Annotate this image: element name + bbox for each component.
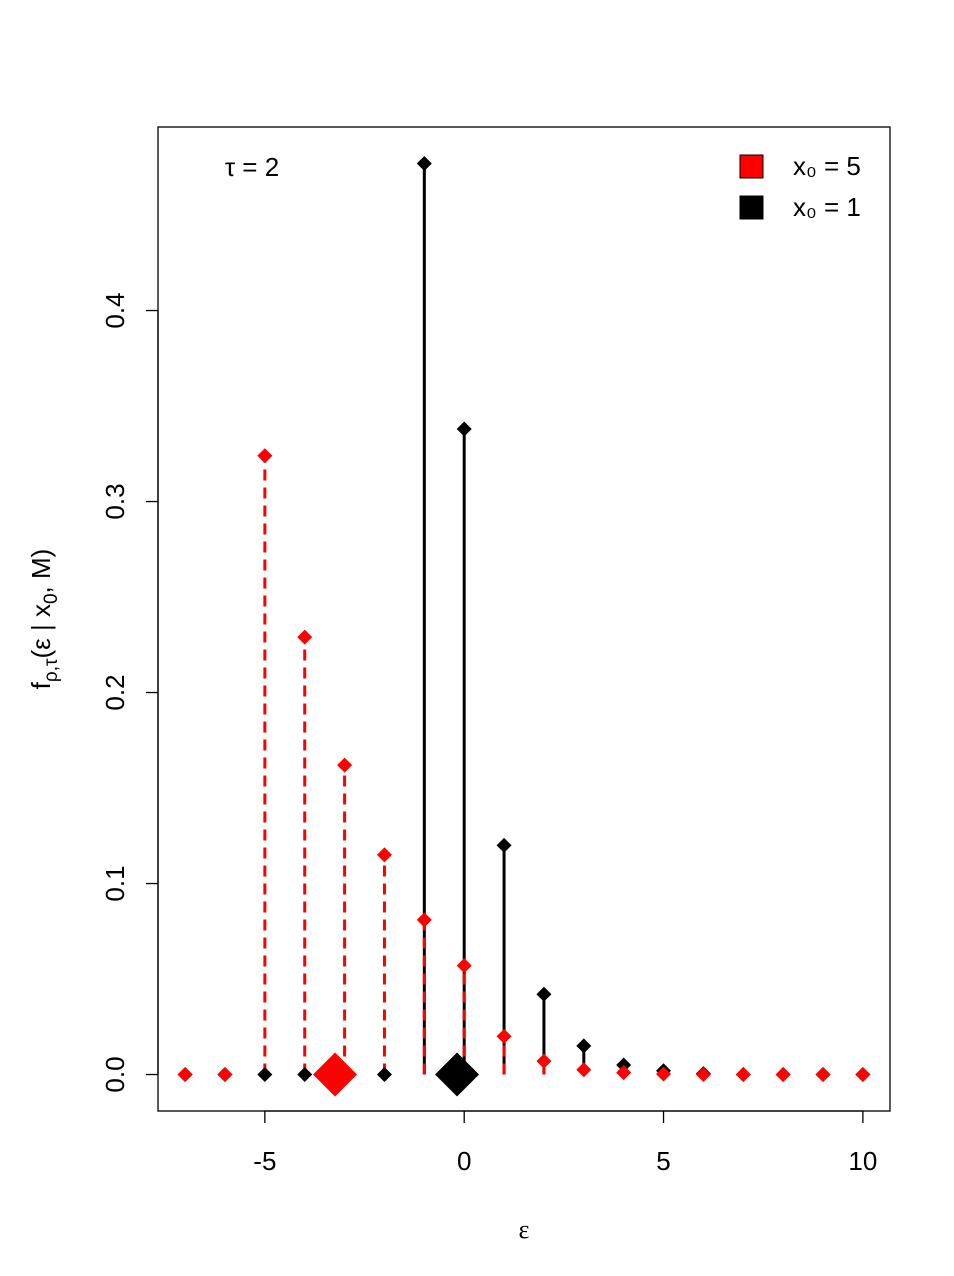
point bbox=[257, 1067, 273, 1083]
point bbox=[616, 1057, 632, 1073]
y-axis-label-part: f bbox=[26, 681, 56, 689]
legend-swatch bbox=[739, 154, 764, 179]
point bbox=[775, 1067, 791, 1083]
legend-label: x₀ = 5 bbox=[793, 151, 861, 181]
mean-marker bbox=[435, 1052, 480, 1097]
y-tick-label: 0.1 bbox=[100, 865, 130, 901]
point bbox=[217, 1067, 233, 1083]
y-axis-label-part: 0 bbox=[41, 593, 62, 604]
point bbox=[337, 757, 353, 773]
point bbox=[576, 1062, 592, 1078]
point bbox=[416, 912, 432, 928]
y-axis-label-part: ρ,τ bbox=[41, 658, 62, 682]
x-tick-label: 0 bbox=[457, 1146, 471, 1176]
point bbox=[536, 986, 552, 1002]
point bbox=[376, 847, 392, 863]
x-axis-label: ε bbox=[519, 1215, 530, 1244]
y-tick-label: 0.2 bbox=[100, 674, 130, 710]
point bbox=[656, 1066, 672, 1082]
point bbox=[456, 958, 472, 974]
point bbox=[456, 421, 472, 437]
y-axis-label: fρ,τ(ε | x0, M) bbox=[26, 549, 62, 690]
point bbox=[257, 448, 273, 464]
point bbox=[297, 629, 313, 645]
point bbox=[735, 1067, 751, 1083]
mean-marker bbox=[313, 1052, 358, 1097]
point bbox=[177, 1067, 193, 1083]
point bbox=[536, 1053, 552, 1069]
y-axis-label-part: (ε | x bbox=[26, 604, 56, 658]
point bbox=[297, 1067, 313, 1083]
point bbox=[616, 1065, 632, 1081]
annotation: τ = 2 bbox=[225, 152, 279, 182]
legend-label: x₀ = 1 bbox=[793, 192, 861, 222]
point bbox=[496, 1028, 512, 1044]
x-tick-label: 5 bbox=[656, 1146, 670, 1176]
point bbox=[815, 1067, 831, 1083]
y-tick-label: 0.0 bbox=[100, 1056, 130, 1092]
point bbox=[416, 155, 432, 171]
y-axis-label-part: , M) bbox=[26, 549, 56, 594]
point bbox=[376, 1067, 392, 1083]
x-tick-label: 10 bbox=[848, 1146, 877, 1176]
point bbox=[496, 837, 512, 853]
x-tick-label: -5 bbox=[253, 1146, 276, 1176]
point bbox=[855, 1067, 871, 1083]
point bbox=[576, 1038, 592, 1054]
legend-swatch bbox=[739, 195, 764, 220]
y-tick-label: 0.3 bbox=[100, 483, 130, 519]
y-tick-label: 0.4 bbox=[100, 292, 130, 328]
point bbox=[695, 1067, 711, 1083]
